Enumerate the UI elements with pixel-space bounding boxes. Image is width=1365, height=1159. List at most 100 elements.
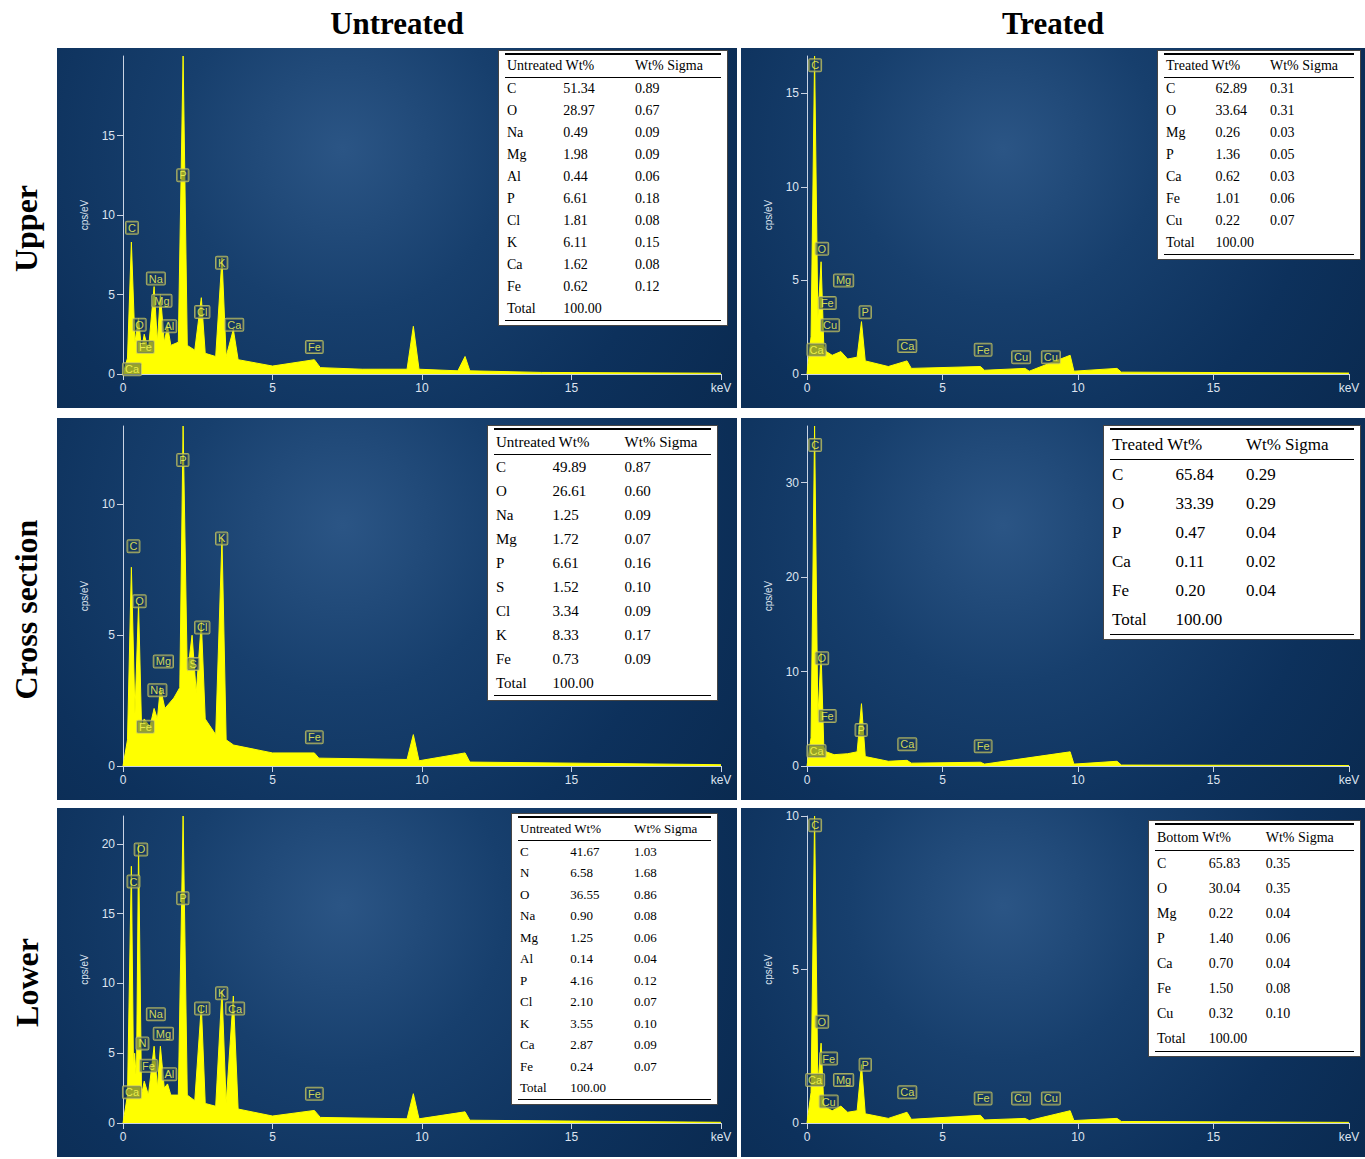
svg-text:Mg: Mg <box>154 295 169 307</box>
svg-text:cps/eV: cps/eV <box>763 954 774 985</box>
svg-text:10: 10 <box>415 773 429 787</box>
svg-text:Cu: Cu <box>822 1096 836 1108</box>
svg-text:keV: keV <box>711 381 732 395</box>
svg-text:Fe: Fe <box>977 344 990 356</box>
svg-text:Fe: Fe <box>308 1088 321 1100</box>
svg-text:Fe: Fe <box>308 731 321 743</box>
svg-text:5: 5 <box>939 1130 946 1144</box>
svg-text:Ca: Ca <box>227 319 242 331</box>
svg-text:5: 5 <box>939 381 946 395</box>
svg-text:5: 5 <box>108 628 115 642</box>
svg-text:P: P <box>179 454 186 466</box>
svg-text:keV: keV <box>1339 381 1360 395</box>
svg-text:Mg: Mg <box>156 1028 171 1040</box>
svg-text:Ca: Ca <box>125 363 140 375</box>
svg-text:O: O <box>818 652 827 664</box>
svg-text:15: 15 <box>1207 1130 1221 1144</box>
svg-text:cps/eV: cps/eV <box>79 580 90 611</box>
svg-text:15: 15 <box>1207 381 1221 395</box>
svg-text:Ca: Ca <box>900 738 915 750</box>
svg-text:10: 10 <box>786 809 800 823</box>
svg-text:K: K <box>218 987 226 999</box>
svg-text:Fe: Fe <box>977 1092 990 1104</box>
svg-text:Ca: Ca <box>809 745 824 757</box>
svg-text:Ca: Ca <box>900 340 915 352</box>
svg-text:P: P <box>858 724 865 736</box>
svg-text:30: 30 <box>786 476 800 490</box>
svg-text:Fe: Fe <box>977 740 990 752</box>
svg-text:P: P <box>179 892 186 904</box>
svg-text:0: 0 <box>804 381 811 395</box>
svg-text:0: 0 <box>108 759 115 773</box>
svg-text:N: N <box>138 1037 146 1049</box>
svg-text:5: 5 <box>269 1130 276 1144</box>
svg-text:0: 0 <box>120 1130 127 1144</box>
svg-text:Ca: Ca <box>809 344 824 356</box>
svg-text:Fe: Fe <box>821 297 834 309</box>
svg-text:15: 15 <box>565 773 579 787</box>
svg-text:Cl: Cl <box>197 1003 207 1015</box>
svg-text:Na: Na <box>149 1008 164 1020</box>
svg-text:Fe: Fe <box>142 1060 155 1072</box>
svg-text:keV: keV <box>1339 773 1360 787</box>
svg-text:10: 10 <box>102 976 116 990</box>
svg-text:Cu: Cu <box>1044 351 1058 363</box>
svg-text:cps/eV: cps/eV <box>79 199 90 230</box>
svg-text:O: O <box>818 1016 827 1028</box>
svg-text:Fe: Fe <box>139 341 152 353</box>
svg-text:Al: Al <box>164 320 174 332</box>
svg-text:K: K <box>218 257 226 269</box>
svg-text:P: P <box>862 306 869 318</box>
svg-text:10: 10 <box>1071 381 1085 395</box>
svg-text:20: 20 <box>786 570 800 584</box>
svg-text:Fe: Fe <box>821 710 834 722</box>
svg-text:5: 5 <box>792 273 799 287</box>
svg-text:10: 10 <box>415 1130 429 1144</box>
svg-text:0: 0 <box>120 773 127 787</box>
svg-text:0: 0 <box>792 759 799 773</box>
svg-text:5: 5 <box>108 1046 115 1060</box>
svg-text:5: 5 <box>792 963 799 977</box>
svg-text:Cu: Cu <box>1044 1092 1058 1104</box>
svg-text:10: 10 <box>102 208 116 222</box>
svg-text:O: O <box>818 243 827 255</box>
svg-text:15: 15 <box>565 381 579 395</box>
svg-text:15: 15 <box>786 86 800 100</box>
svg-text:Na: Na <box>150 684 165 696</box>
svg-text:Cu: Cu <box>823 319 837 331</box>
svg-text:O: O <box>137 843 146 855</box>
svg-text:keV: keV <box>711 773 732 787</box>
svg-text:10: 10 <box>415 381 429 395</box>
svg-text:C: C <box>129 540 137 552</box>
svg-text:keV: keV <box>711 1130 732 1144</box>
svg-text:O: O <box>135 319 144 331</box>
svg-text:Mg: Mg <box>836 1074 851 1086</box>
svg-text:5: 5 <box>269 773 276 787</box>
svg-text:K: K <box>218 532 226 544</box>
svg-text:0: 0 <box>804 1130 811 1144</box>
svg-text:Cu: Cu <box>1014 1092 1028 1104</box>
svg-text:Ca: Ca <box>808 1074 823 1086</box>
svg-text:10: 10 <box>786 180 800 194</box>
svg-text:0: 0 <box>804 773 811 787</box>
svg-text:0: 0 <box>108 1116 115 1130</box>
svg-text:Ca: Ca <box>228 1003 243 1015</box>
svg-text:Fe: Fe <box>139 721 152 733</box>
svg-text:Ca: Ca <box>125 1086 140 1098</box>
svg-text:0: 0 <box>108 367 115 381</box>
svg-text:O: O <box>135 595 144 607</box>
svg-text:0: 0 <box>792 1116 799 1130</box>
svg-text:Mg: Mg <box>156 655 171 667</box>
svg-text:Mg: Mg <box>836 274 851 286</box>
svg-text:cps/eV: cps/eV <box>763 580 774 611</box>
svg-text:S: S <box>190 658 197 670</box>
svg-text:10: 10 <box>102 497 116 511</box>
svg-text:15: 15 <box>1207 773 1221 787</box>
svg-text:Cl: Cl <box>197 621 207 633</box>
svg-text:Cl: Cl <box>197 306 207 318</box>
svg-text:5: 5 <box>108 288 115 302</box>
svg-text:5: 5 <box>269 381 276 395</box>
svg-text:P: P <box>179 169 186 181</box>
svg-text:Fe: Fe <box>308 341 321 353</box>
svg-text:15: 15 <box>102 129 116 143</box>
